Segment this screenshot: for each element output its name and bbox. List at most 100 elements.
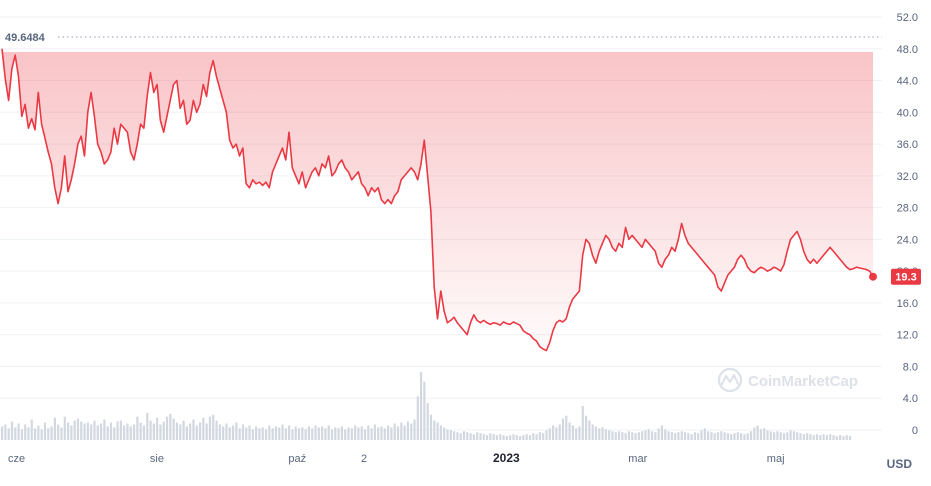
volume-bar	[317, 427, 320, 440]
volume-bar	[271, 428, 274, 440]
volume-bar	[433, 420, 436, 440]
volume-bar	[314, 425, 317, 440]
volume-bar	[93, 420, 96, 440]
volume-bar	[83, 423, 86, 440]
volume-bar	[789, 430, 792, 440]
volume-bar	[231, 425, 235, 440]
volume-bar	[96, 425, 99, 440]
volume-bar	[819, 435, 822, 440]
watermark: CoinMarketCap	[717, 367, 858, 393]
volume-bar	[90, 424, 93, 440]
volume-bar	[334, 427, 337, 440]
volume-bar	[27, 427, 30, 440]
volume-bar	[782, 433, 786, 440]
volume-bar	[730, 434, 733, 440]
volume-bar	[707, 431, 710, 440]
volume-bar	[548, 428, 551, 440]
volume-bar	[76, 418, 80, 440]
last-price-marker: 19.3	[869, 268, 921, 285]
volume-bar	[637, 432, 640, 440]
volume-bar	[330, 429, 334, 440]
volume-bar	[848, 436, 852, 440]
volume-bar	[736, 432, 739, 440]
volume-bar	[446, 429, 449, 440]
volume-bar	[403, 425, 406, 440]
volume-bar	[611, 431, 614, 440]
volume-bar	[24, 424, 27, 440]
y-tick-label: 4.0	[903, 393, 918, 405]
volume-bar	[733, 433, 736, 440]
volume-bar	[545, 430, 548, 440]
volume-bar	[132, 424, 136, 440]
volume-bar	[499, 434, 502, 440]
volume-bar	[426, 403, 429, 440]
reference-line: 49.6484	[5, 32, 882, 44]
volume-bar	[288, 425, 291, 440]
volume-bar	[594, 426, 598, 440]
y-tick-label: 28.0	[897, 203, 918, 215]
volume-bar	[825, 435, 829, 440]
volume-bar	[740, 433, 743, 440]
volume-bar	[156, 417, 159, 440]
volume-bar	[142, 425, 146, 440]
x-tick-label: 2023	[493, 451, 520, 465]
volume-bar	[713, 433, 716, 440]
volume-bar	[274, 426, 278, 440]
volume-bar	[410, 423, 413, 440]
volume-bar	[225, 423, 228, 440]
watermark-text: CoinMarketCap	[748, 373, 858, 390]
volume-bar	[829, 434, 832, 440]
volume-bar	[687, 433, 690, 440]
volume-bar	[17, 423, 20, 440]
volume-bar	[575, 428, 578, 440]
volume-bar	[307, 426, 311, 440]
volume-bar	[568, 422, 571, 440]
volume-bar	[674, 433, 677, 440]
x-tick-label: 2	[361, 453, 367, 465]
last-price-badge	[891, 268, 921, 285]
volume-bar	[608, 430, 611, 440]
volume-bar	[505, 436, 508, 440]
y-tick-label: 52.0	[897, 12, 918, 24]
volume-bar	[429, 414, 433, 440]
volume-bar	[373, 424, 377, 440]
volume-bar	[248, 425, 251, 440]
volume-bar	[294, 426, 297, 440]
volume-bar	[99, 423, 103, 440]
volume-bar	[677, 432, 680, 440]
volume-bar	[175, 422, 179, 440]
volume-bar	[845, 435, 848, 440]
volume-bar	[420, 372, 423, 440]
volume-bar	[179, 424, 182, 440]
x-tick-label: paź	[288, 453, 306, 465]
volume-bar	[400, 422, 403, 440]
volume-bar	[806, 433, 809, 440]
volume-bar	[743, 434, 746, 440]
volume-bar	[357, 427, 360, 440]
volume-bar	[215, 420, 218, 440]
volume-bar	[479, 433, 482, 440]
volume-bar	[162, 421, 165, 440]
volume-bar	[370, 428, 373, 440]
volume-bar	[123, 425, 126, 440]
volume-bar	[7, 428, 10, 440]
volume-bar	[532, 433, 535, 440]
volume-bar	[218, 424, 221, 440]
volume-bar	[766, 430, 769, 440]
volume-bar	[657, 428, 660, 440]
volume-bar	[261, 427, 264, 440]
volume-bar	[667, 431, 670, 440]
volume-bar	[535, 434, 538, 440]
volume-bar	[297, 428, 301, 440]
volume-bar	[159, 424, 162, 440]
volume-bar	[235, 422, 238, 440]
volume-bar	[588, 420, 591, 440]
volume-bar	[30, 419, 33, 440]
volume-bar	[469, 433, 472, 440]
x-axis: cze sie paź 2 2023 mar maj	[8, 451, 785, 465]
volume-bar	[47, 428, 50, 440]
volume-bar	[40, 429, 43, 440]
volume-bar	[387, 425, 390, 440]
volume-bar	[710, 432, 713, 440]
volume-bar	[324, 428, 327, 440]
